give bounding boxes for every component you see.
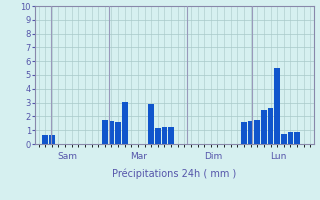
- Bar: [102, 120, 108, 144]
- Bar: [148, 104, 154, 144]
- Bar: [122, 102, 127, 144]
- Text: Précipitations 24h ( mm ): Précipitations 24h ( mm ): [112, 169, 236, 179]
- Bar: [168, 127, 174, 144]
- Bar: [115, 122, 121, 144]
- Bar: [248, 121, 253, 144]
- Bar: [288, 132, 293, 144]
- Bar: [261, 110, 267, 144]
- Bar: [241, 122, 247, 144]
- Bar: [49, 135, 55, 144]
- Bar: [274, 68, 280, 144]
- Text: Sam: Sam: [57, 152, 77, 161]
- Bar: [155, 128, 161, 144]
- Bar: [254, 120, 260, 144]
- Bar: [42, 135, 48, 144]
- Bar: [268, 108, 273, 144]
- Text: Mar: Mar: [130, 152, 147, 161]
- Bar: [162, 127, 167, 144]
- Bar: [294, 132, 300, 144]
- Bar: [108, 121, 114, 144]
- Text: Dim: Dim: [204, 152, 222, 161]
- Bar: [281, 134, 287, 144]
- Text: Lun: Lun: [271, 152, 287, 161]
